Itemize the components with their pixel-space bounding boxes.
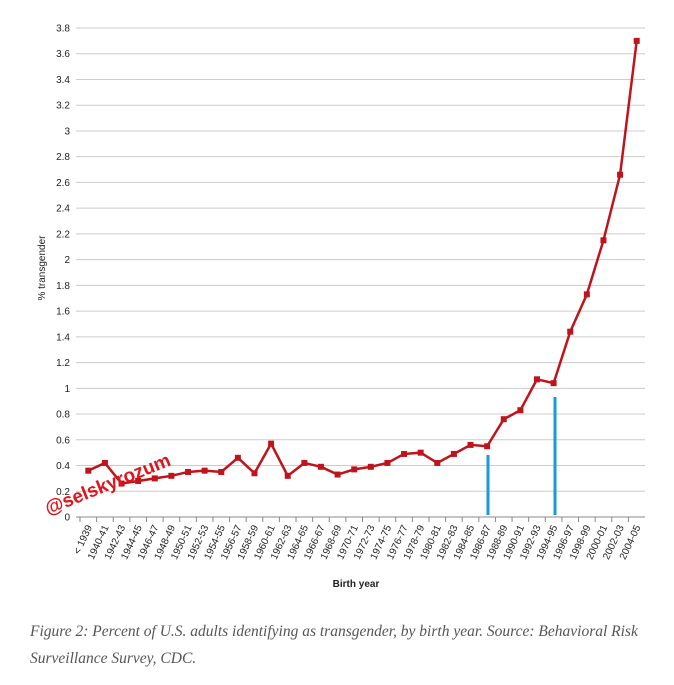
point (251, 470, 258, 477)
point (633, 37, 640, 44)
point (367, 463, 374, 470)
y-tick-label: 0.2 (56, 487, 70, 498)
point (301, 459, 308, 466)
y-tick-label: 0.8 (56, 410, 70, 421)
point (567, 328, 574, 335)
point (101, 459, 108, 466)
point (284, 472, 291, 479)
point (268, 440, 275, 447)
point (135, 477, 142, 484)
y-tick-label: 1 (64, 384, 70, 395)
point (351, 466, 358, 473)
y-tick-label: 3.6 (56, 49, 70, 60)
x-axis-label: Birth year (333, 579, 380, 590)
point (85, 467, 92, 474)
point (500, 416, 507, 423)
y-tick-label: 0.6 (56, 435, 70, 446)
y-tick-label: 2.6 (56, 178, 70, 189)
y-tick-label: 0.4 (56, 461, 70, 472)
y-tick-label: 1.6 (56, 307, 70, 318)
point (334, 471, 341, 478)
point (533, 376, 540, 383)
caption: Figure 2: Percent of U.S. adults identif… (30, 623, 638, 667)
y-tick-label: 3 (64, 126, 70, 137)
point (467, 441, 474, 448)
y-tick-label: 0 (64, 513, 70, 524)
point (218, 468, 225, 475)
point (185, 468, 192, 475)
point (517, 407, 524, 414)
point (417, 449, 424, 456)
y-tick-label: 3.4 (56, 75, 70, 86)
y-tick-label: 2.2 (56, 229, 70, 240)
y-tick-label: 1.4 (56, 332, 70, 343)
point (151, 475, 158, 482)
point (617, 171, 624, 178)
y-tick-label: 3.8 (56, 24, 70, 35)
point (234, 454, 241, 461)
y-tick-label: 2.4 (56, 204, 70, 215)
y-tick-label: 2 (64, 255, 70, 266)
y-tick-label: 3.2 (56, 101, 70, 112)
point (384, 459, 391, 466)
point (201, 467, 208, 474)
point (583, 291, 590, 298)
point (484, 443, 491, 450)
point (550, 380, 557, 387)
point (434, 459, 441, 466)
point (401, 450, 408, 457)
series-line (87, 40, 638, 485)
point (450, 450, 457, 457)
y-axis-label: % transgender (37, 235, 48, 301)
point (118, 480, 125, 487)
y-tick-label: 1.8 (56, 281, 70, 292)
caption-box: Figure 2: Percent of U.S. adults identif… (30, 623, 638, 667)
point (600, 237, 607, 244)
point (168, 472, 175, 479)
point (317, 463, 324, 470)
y-tick-label: 2.8 (56, 152, 70, 163)
y-tick-label: 1.2 (56, 358, 70, 369)
